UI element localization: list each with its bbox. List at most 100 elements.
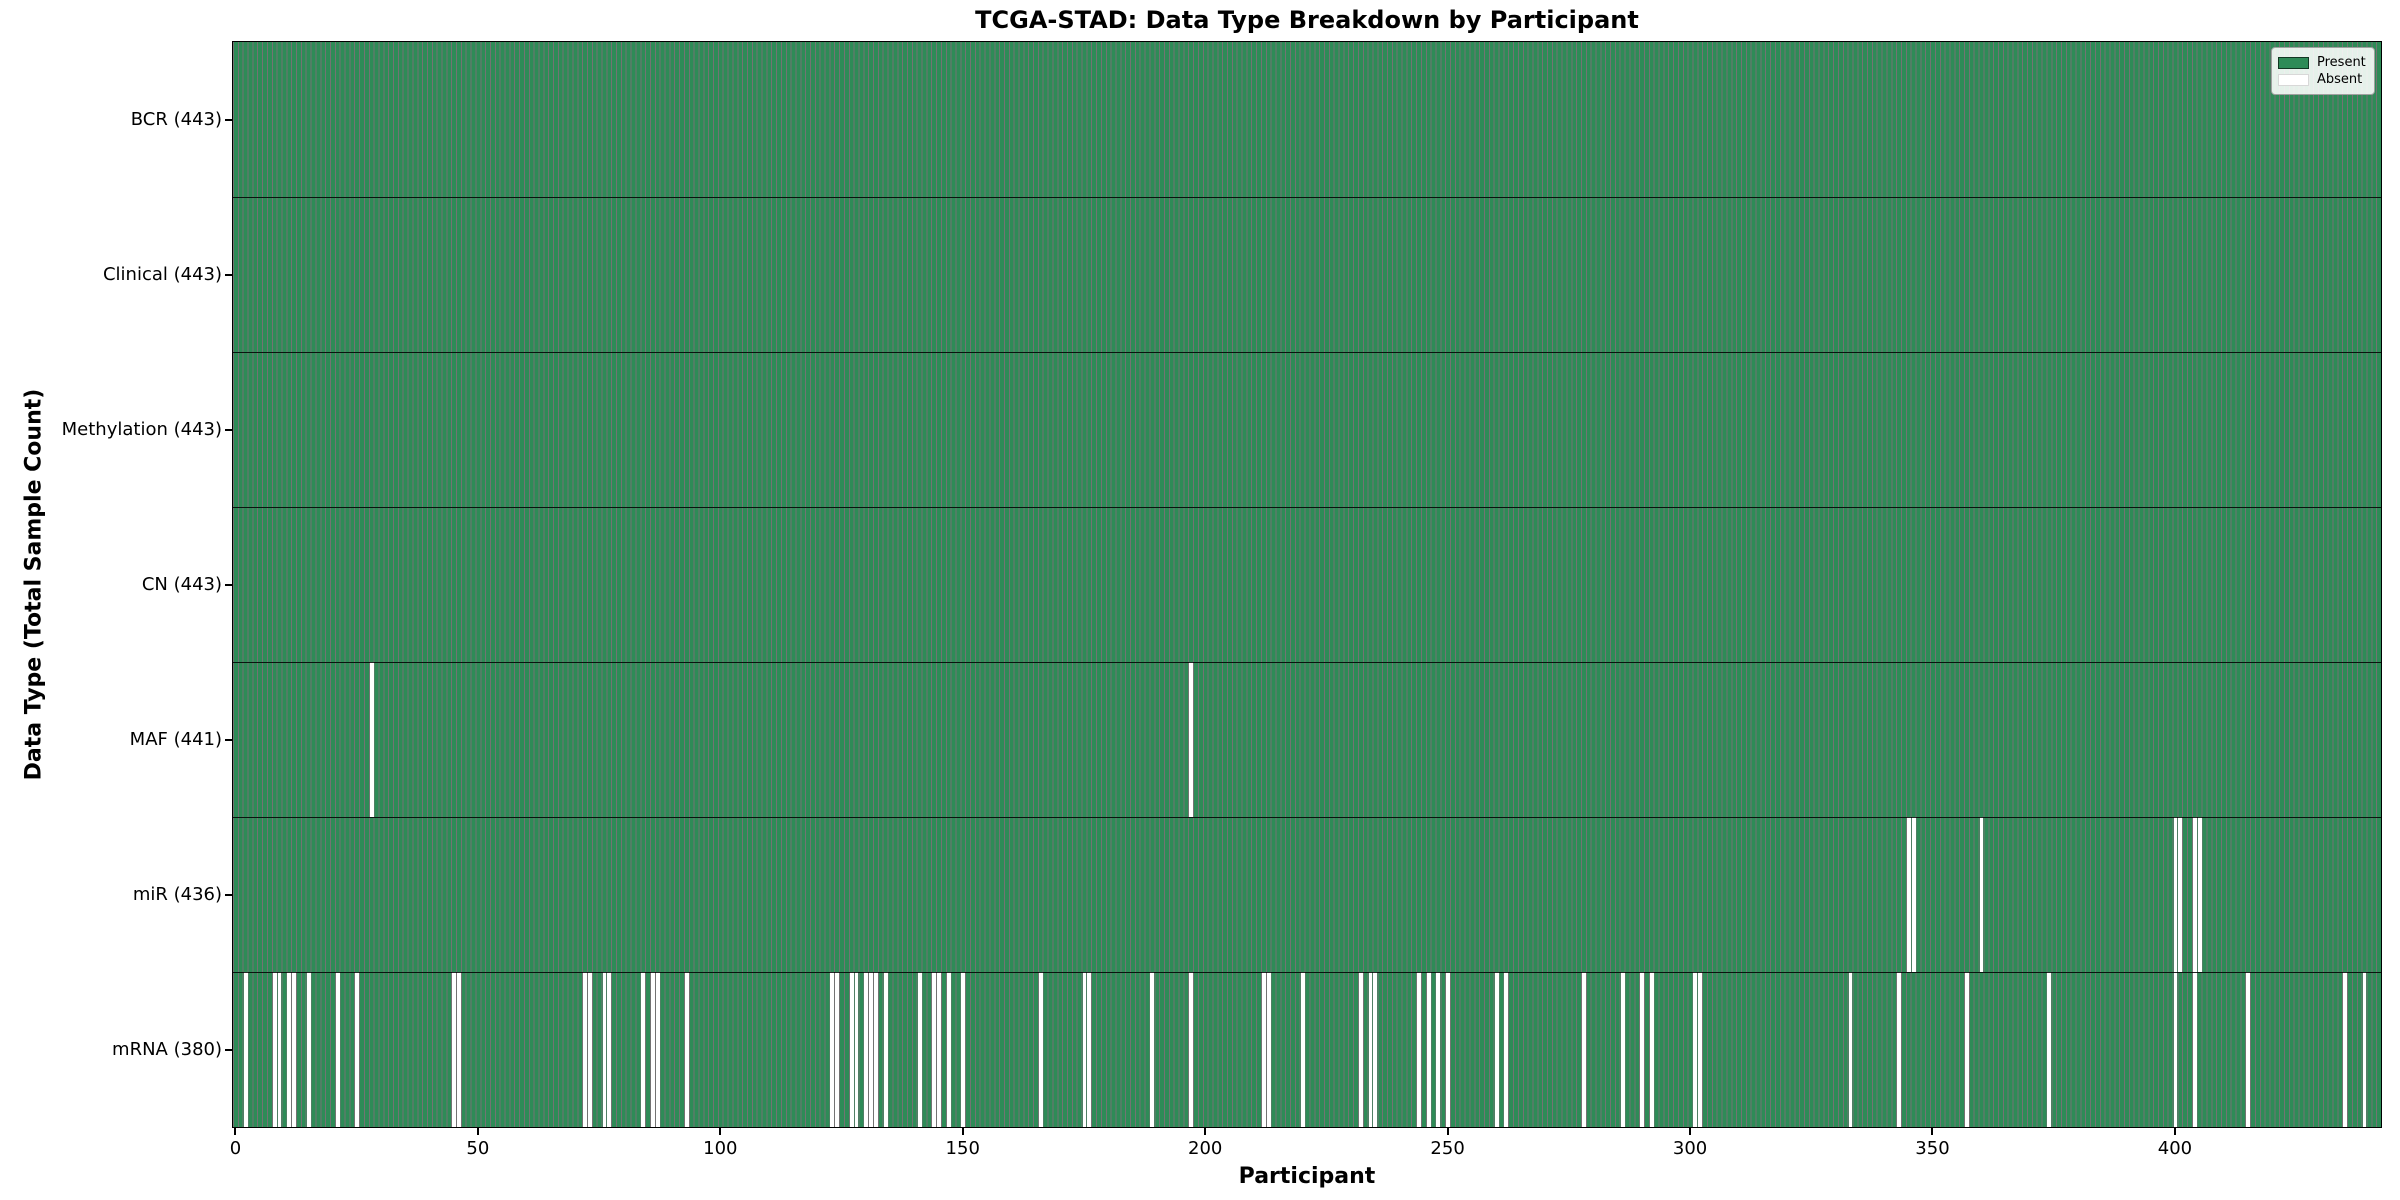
- absent-cell-mRNA-301: [1693, 972, 1698, 1127]
- absent-cell-miR-404: [2192, 817, 2197, 972]
- absent-cell-mRNA-262: [1504, 972, 1509, 1127]
- row-separator: [233, 507, 2381, 508]
- absent-cell-mRNA-244: [1417, 972, 1421, 1127]
- xtick-mark: [961, 1128, 964, 1135]
- absent-cell-mRNA-144: [932, 972, 937, 1127]
- absent-cell-mRNA-46: [457, 972, 461, 1127]
- ytick-mark: [225, 428, 232, 431]
- absent-cell-mRNA-141: [917, 972, 922, 1127]
- absent-cell-mRNA-76: [602, 972, 607, 1127]
- absent-cell-mRNA-123: [830, 972, 835, 1127]
- absent-cell-mRNA-11: [287, 972, 292, 1127]
- absent-cell-miR-345: [1906, 817, 1911, 972]
- absent-cell-mRNA-374: [2047, 972, 2052, 1127]
- row-separator: [233, 197, 2381, 198]
- xtick-mark: [719, 1128, 722, 1135]
- absent-cell-MAF-28: [369, 662, 374, 817]
- absent-cell-mRNA-45: [452, 972, 457, 1127]
- ytick-mark: [225, 273, 232, 276]
- absent-cell-mRNA-290: [1640, 972, 1644, 1127]
- xtick-mark: [1204, 1128, 1207, 1135]
- absent-cell-mRNA-404: [2192, 972, 2197, 1127]
- xtick-label-300: 300: [1672, 1138, 1708, 1159]
- xtick-mark: [476, 1128, 479, 1135]
- absent-cell-mRNA-25: [355, 972, 360, 1127]
- absent-cell-mRNA-220: [1300, 972, 1305, 1127]
- ytick-mark: [225, 583, 232, 586]
- ytick-mark: [225, 893, 232, 896]
- row-separator: [233, 352, 2381, 353]
- legend: Present Absent: [2271, 47, 2375, 95]
- row-BCR: [233, 42, 2381, 197]
- xtick-label-150: 150: [945, 1138, 980, 1159]
- row-MAF: [233, 662, 2381, 817]
- chart-title: TCGA-STAD: Data Type Breakdown by Partic…: [975, 6, 1639, 34]
- absent-cell-MAF-197: [1189, 662, 1194, 817]
- present-swatch-icon: [2278, 56, 2309, 69]
- ytick-label-CN: CN (443): [141, 573, 222, 595]
- legend-entry-present: Present: [2278, 55, 2366, 70]
- absent-cell-mRNA-147: [946, 972, 951, 1127]
- absent-cell-mRNA-246: [1426, 972, 1431, 1127]
- absent-cell-mRNA-134: [883, 972, 888, 1127]
- ytick-label-BCR: BCR (443): [130, 108, 222, 130]
- absent-cell-mRNA-131: [869, 972, 874, 1127]
- absent-cell-mRNA-235: [1373, 972, 1378, 1127]
- absent-cell-mRNA-8: [272, 972, 277, 1127]
- absent-cell-mRNA-415: [2246, 972, 2251, 1127]
- absent-swatch-icon: [2278, 73, 2309, 86]
- absent-cell-mRNA-87: [655, 972, 660, 1127]
- absent-cell-mRNA-72: [583, 972, 587, 1127]
- ytick-label-mRNA: mRNA (380): [112, 1038, 222, 1060]
- absent-cell-mRNA-302: [1698, 972, 1703, 1127]
- ytick-label-miR: miR (436): [132, 883, 222, 905]
- absent-cell-mRNA-343: [1897, 972, 1901, 1127]
- absent-cell-mRNA-73: [587, 972, 592, 1127]
- absent-cell-miR-360: [1979, 817, 1984, 972]
- xtick-label-0: 0: [229, 1138, 242, 1159]
- ytick-label-MAF: MAF (441): [129, 728, 222, 750]
- absent-cell-mRNA-84: [641, 972, 646, 1127]
- xtick-label-250: 250: [1430, 1138, 1465, 1159]
- legend-absent-label: Absent: [2317, 72, 2363, 87]
- absent-cell-mRNA-145: [937, 972, 941, 1127]
- xtick-mark: [2173, 1128, 2176, 1135]
- absent-cell-mRNA-197: [1189, 972, 1194, 1127]
- absent-cell-mRNA-333: [1848, 972, 1853, 1127]
- absent-cell-mRNA-127: [849, 972, 854, 1127]
- xtick-label-100: 100: [703, 1138, 738, 1159]
- absent-cell-mRNA-189: [1150, 972, 1155, 1127]
- row-Methylation: [233, 352, 2381, 507]
- absent-cell-mRNA-286: [1620, 972, 1625, 1127]
- xtick-label-200: 200: [1187, 1138, 1223, 1159]
- absent-cell-mRNA-124: [835, 972, 840, 1127]
- absent-cell-mRNA-128: [854, 972, 859, 1127]
- absent-cell-mRNA-278: [1581, 972, 1586, 1127]
- absent-cell-mRNA-260: [1494, 972, 1499, 1127]
- absent-cell-mRNA-400: [2173, 972, 2178, 1127]
- legend-entry-absent: Absent: [2278, 72, 2366, 87]
- absent-cell-mRNA-250: [1446, 972, 1451, 1127]
- xtick-mark: [1931, 1128, 1934, 1135]
- absent-cell-mRNA-166: [1038, 972, 1043, 1127]
- xtick-label-50: 50: [466, 1138, 490, 1159]
- x-axis-label: Participant: [1238, 1164, 1376, 1189]
- row-separator: [233, 662, 2381, 663]
- absent-cell-mRNA-213: [1266, 972, 1271, 1127]
- absent-cell-mRNA-357: [1965, 972, 1969, 1127]
- absent-cell-mRNA-86: [650, 972, 655, 1127]
- absent-cell-miR-400: [2173, 817, 2178, 972]
- absent-cell-mRNA-132: [874, 972, 878, 1127]
- absent-cell-mRNA-232: [1358, 972, 1363, 1127]
- ytick-mark: [225, 738, 232, 741]
- ytick-label-Clinical: Clinical (443): [102, 263, 222, 285]
- row-miR: [233, 817, 2381, 972]
- plot-area: [232, 41, 2382, 1128]
- absent-cell-miR-405: [2197, 817, 2202, 972]
- xtick-mark: [1446, 1128, 1449, 1135]
- absent-cell-mRNA-12: [292, 972, 297, 1127]
- absent-cell-mRNA-21: [335, 972, 340, 1127]
- absent-cell-mRNA-2: [243, 972, 248, 1127]
- absent-cell-mRNA-292: [1649, 972, 1654, 1127]
- absent-cell-mRNA-9: [277, 972, 282, 1127]
